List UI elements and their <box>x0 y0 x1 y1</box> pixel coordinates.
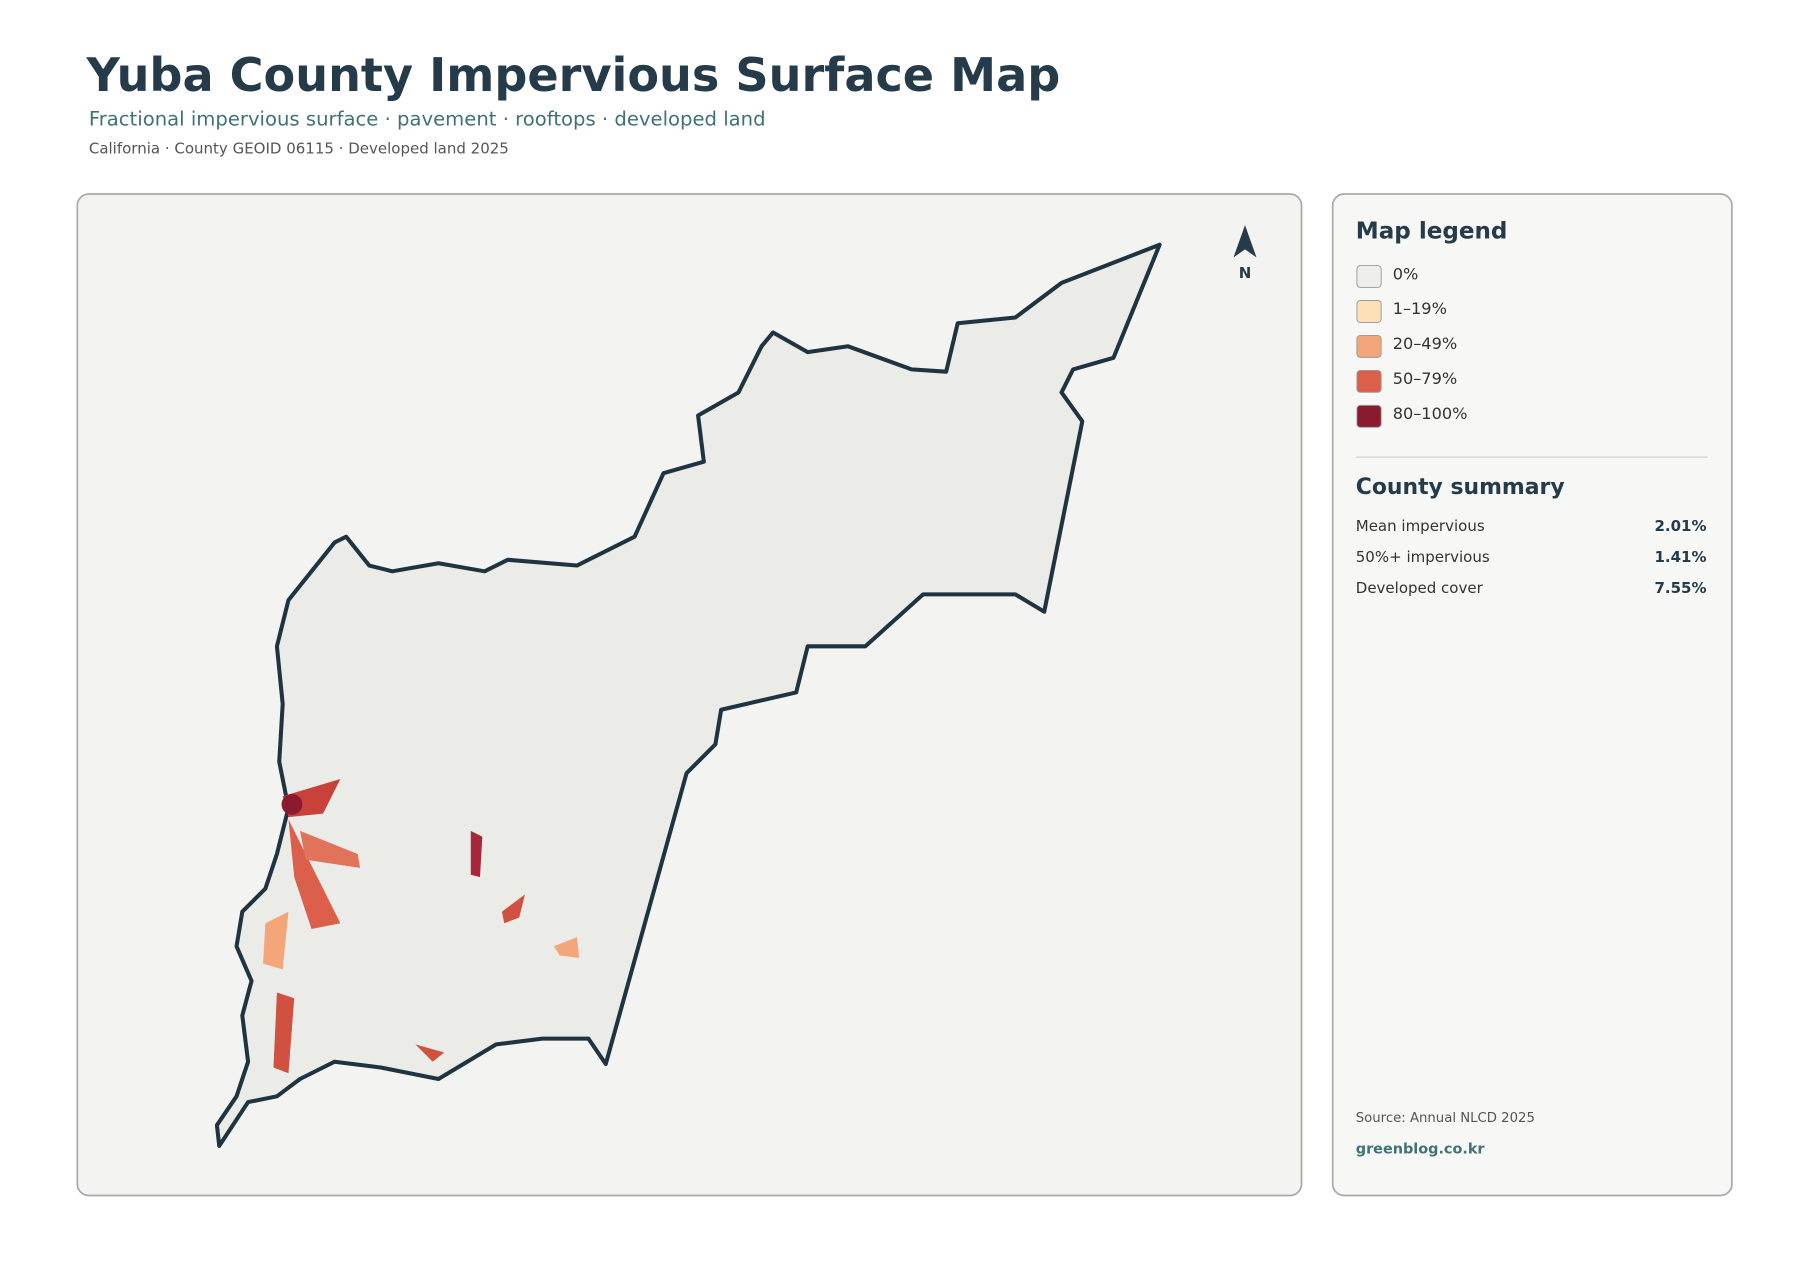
summary-label: 50%+ impervious <box>1356 548 1490 566</box>
source: Source: Annual NLCD 2025 <box>1356 1111 1535 1126</box>
site-link[interactable]: greenblog.co.kr <box>1356 1141 1486 1157</box>
summary-rows: Mean impervious 2.01% 50%+ impervious 1.41%… <box>1356 517 1707 597</box>
summary-value: 1.41% <box>1654 548 1706 566</box>
legend-swatch <box>1356 404 1382 428</box>
subtitle: Fractional impervious surface · pavement… <box>89 108 766 131</box>
county-map <box>214 242 1162 1148</box>
legend-swatch <box>1356 265 1382 288</box>
legend-panel <box>1331 193 1733 1197</box>
meta: California · County GEOID 06115 · Develo… <box>89 140 509 158</box>
summary-value: 2.01% <box>1654 517 1706 535</box>
legend-label: 0% <box>1393 264 1419 283</box>
summary-value: 7.55% <box>1654 579 1706 597</box>
title: Yuba County Impervious Surface Map <box>86 48 1061 102</box>
legend-label: 20–49% <box>1393 334 1457 353</box>
legend-label: 1–19% <box>1393 299 1447 318</box>
legend-items: 0% 1–19% 20–49% 50–79% 80–100% <box>1356 264 1468 428</box>
legend-swatch <box>1356 300 1382 323</box>
north-arrow: N <box>1233 225 1257 282</box>
summary-title: County summary <box>1356 475 1565 500</box>
legend-swatch <box>1356 335 1382 358</box>
legend-swatch <box>1356 369 1382 393</box>
summary-label: Developed cover <box>1356 579 1484 597</box>
legend-title: Map legend <box>1356 219 1508 245</box>
summary-label: Mean impervious <box>1356 517 1485 535</box>
legend-label: 50–79% <box>1393 369 1457 388</box>
county-boundary <box>214 242 1162 1148</box>
urban-areas <box>263 779 580 1074</box>
legend-label: 80–100% <box>1393 404 1468 423</box>
north-label: N <box>1239 264 1252 282</box>
